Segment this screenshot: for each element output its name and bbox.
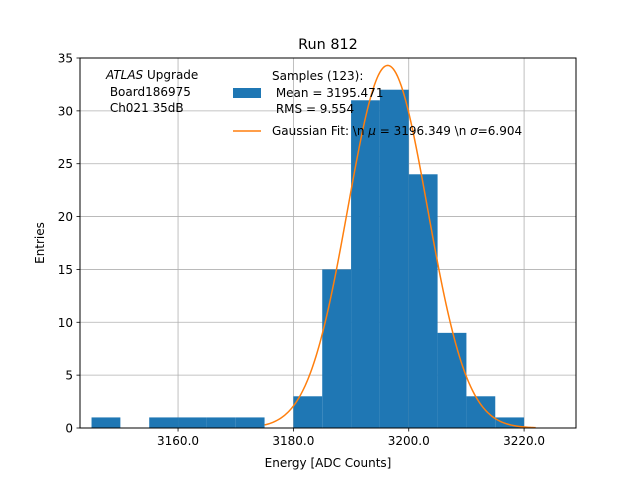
histogram-bar <box>149 417 179 428</box>
atlas-label: ATLAS <box>105 68 144 82</box>
histogram-bar <box>351 100 380 429</box>
y-tick-label: 35 <box>58 52 73 66</box>
histogram-bar <box>495 417 525 428</box>
histogram-bar <box>322 269 352 428</box>
legend-fit-part-2: = 3196.349 \n <box>376 124 470 138</box>
legend-fit-label: Gaussian Fit: \n μ = 3196.349 \n σ=6.904 <box>272 124 522 138</box>
y-tick-label: 15 <box>58 263 73 277</box>
y-axis-label: Entries <box>33 222 47 264</box>
histogram-bars <box>91 89 525 429</box>
legend-fit-mu: μ <box>367 124 376 138</box>
histogram-bar <box>235 417 265 428</box>
histogram-bar <box>91 417 121 428</box>
axis-ticks: 3160.0 3180.0 3200.0 3220.0 0 5 10 15 20 25 30 35 <box>58 52 545 449</box>
x-axis-label: Energy [ADC Counts] <box>265 456 392 470</box>
gaussian-fit-layer <box>264 64 536 429</box>
histogram-bar <box>206 417 236 428</box>
upgrade-label: Upgrade <box>143 68 198 82</box>
legend-samples-swatch <box>233 88 261 98</box>
chart-title: Run 812 <box>298 37 358 53</box>
y-tick-label: 30 <box>58 104 73 118</box>
plot-frame <box>79 57 577 429</box>
histogram-bar <box>408 174 438 428</box>
y-tick-label: 5 <box>65 369 73 383</box>
atlas-annotation: ATLAS Upgrade Board186975 Ch021 35dB <box>105 68 198 115</box>
y-tick-label: 0 <box>65 422 73 436</box>
legend-fit-part-1: Gaussian Fit: \n <box>272 124 368 138</box>
y-tick-label: 20 <box>58 210 73 224</box>
histogram-bar <box>178 417 207 428</box>
board-label: Board186975 <box>106 85 191 99</box>
y-tick-label: 10 <box>58 316 73 330</box>
x-tick-label: 3220.0 <box>503 434 545 448</box>
histogram-bar <box>437 332 467 428</box>
histogram-bar <box>379 89 409 428</box>
x-tick-label: 3200.0 <box>388 434 430 448</box>
legend-fit-part-3: =6.904 <box>478 124 522 138</box>
legend: Samples (123): Mean = 3195.471 RMS = 9.5… <box>233 69 522 138</box>
legend-samples-line3: RMS = 9.554 <box>272 102 354 116</box>
gaussian-fit-curve <box>264 64 536 429</box>
channel-label: Ch021 35dB <box>106 101 184 115</box>
histogram-bar <box>466 396 496 428</box>
atlas-annotation-line1: ATLAS Upgrade <box>105 68 198 82</box>
y-tick-label: 25 <box>58 157 73 171</box>
legend-fit-sigma: σ <box>470 124 478 138</box>
legend-samples-line1: Samples (123): <box>272 69 363 83</box>
legend-samples-line2: Mean = 3195.471 <box>272 86 383 100</box>
histogram-bar <box>293 396 323 428</box>
x-tick-label: 3180.0 <box>272 434 314 448</box>
x-tick-label: 3160.0 <box>157 434 199 448</box>
